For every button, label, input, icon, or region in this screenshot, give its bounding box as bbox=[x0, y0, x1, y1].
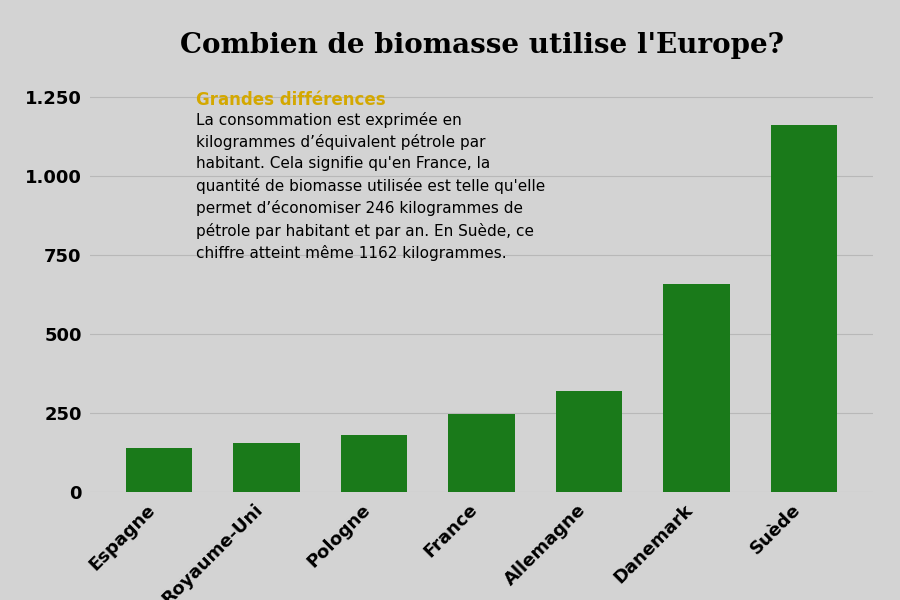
Text: Grandes différences: Grandes différences bbox=[195, 91, 385, 109]
Bar bbox=[555, 391, 623, 492]
Bar bbox=[233, 443, 300, 492]
Bar bbox=[770, 125, 837, 492]
Bar bbox=[663, 284, 730, 492]
Text: La consommation est exprimée en
kilogrammes d’équivalent pétrole par
habitant. C: La consommation est exprimée en kilogram… bbox=[195, 112, 545, 262]
Bar bbox=[448, 415, 515, 492]
Title: Combien de biomasse utilise l'Europe?: Combien de biomasse utilise l'Europe? bbox=[179, 32, 784, 59]
Bar bbox=[126, 448, 193, 492]
Bar bbox=[340, 435, 408, 492]
